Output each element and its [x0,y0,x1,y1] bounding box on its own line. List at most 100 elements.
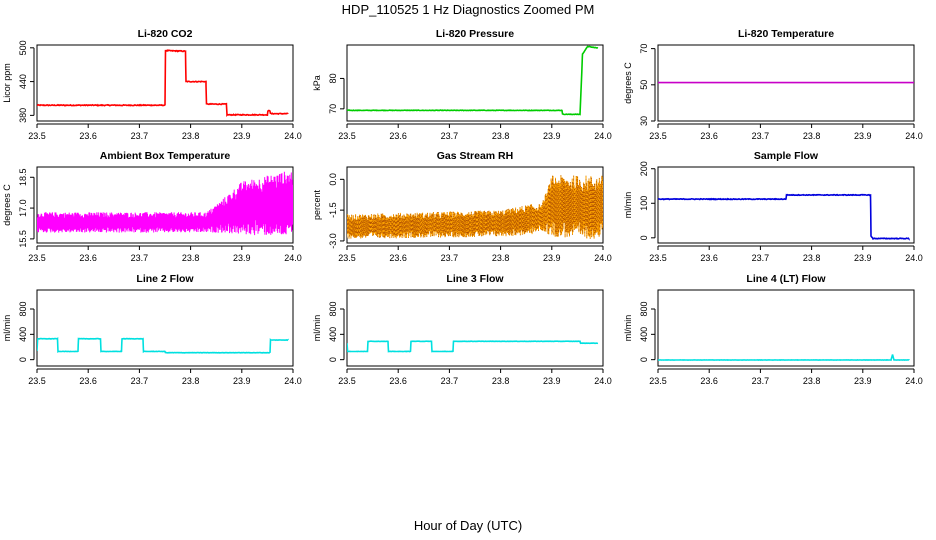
x-tick-label: 23.6 [389,253,407,263]
x-tick-label: 23.5 [28,253,46,263]
x-tick-label: 23.9 [854,131,872,141]
y-axis-label: degrees C [2,184,12,226]
y-tick-label: 800 [18,301,28,316]
x-tick-label: 23.6 [79,376,97,386]
x-tick-label: 23.6 [700,376,718,386]
x-tick-label: 23.9 [543,131,561,141]
y-tick-label: 0.0 [328,173,338,186]
x-tick-label: 23.5 [28,131,46,141]
y-tick-label: 0 [18,357,28,362]
panel-4: Ambient Box Temperature degrees C 23.5 23.6… [2,150,302,263]
x-tick-label: 24.0 [594,131,612,141]
x-tick-label: 23.8 [182,376,200,386]
x-tick-label: 23.7 [752,131,770,141]
x-tick-label: 23.9 [543,253,561,263]
y-tick-label: 400 [18,327,28,342]
y-tick-label: 400 [328,327,338,342]
panel-title: Line 2 Flow [136,273,194,285]
y-tick-label: 18.5 [18,169,28,187]
panel-title: Li-820 Pressure [436,28,514,40]
panel-3: Li-820 Temperature degrees C 23.5 23.6 23.7 2… [623,28,923,141]
panel-5: Gas Stream RH percent 23.5 23.6 23.7 23.8 23.9… [312,150,612,263]
y-axis-label: ml/min [623,192,633,219]
x-tick-label: 24.0 [284,253,302,263]
x-tick-label: 23.9 [233,253,251,263]
x-tick-label: 23.8 [182,131,200,141]
panel-title: Li-820 CO2 [138,28,193,40]
x-tick-label: 23.9 [543,376,561,386]
x-tick-label: 23.5 [28,376,46,386]
series-line [347,45,599,116]
y-tick-label: 0 [328,357,338,362]
x-tick-label: 23.7 [131,131,149,141]
x-tick-label: 23.7 [131,376,149,386]
x-tick-label: 23.8 [492,253,510,263]
y-tick-label: 100 [639,196,649,211]
y-tick-label: 17.0 [18,199,28,217]
x-tick-label: 23.7 [752,376,770,386]
plot-frame [346,44,604,122]
y-tick-label: 440 [18,74,28,89]
x-tick-label: 23.9 [854,253,872,263]
y-axis-label: percent [312,189,322,220]
series-line [658,354,910,362]
y-tick-label: 0 [639,235,649,240]
y-tick-label: 800 [328,301,338,316]
x-axis-label: Hour of Day (UTC) [413,518,523,533]
series-line [658,193,910,241]
panel-7: Line 2 Flow ml/min 23.5 23.6 23.7 23.8 23.9 24.… [2,273,302,386]
x-tick-label: 23.6 [79,253,97,263]
panel-title: Li-820 Temperature [738,28,834,40]
x-tick-label: 23.8 [803,253,821,263]
y-tick-label: 80 [328,73,338,83]
figure-title: HDP_110525 1 Hz Diagnostics Zoomed PM [341,2,595,17]
y-axis-label: kPa [312,75,322,91]
x-tick-label: 23.6 [389,131,407,141]
x-tick-label: 23.5 [338,131,356,141]
series-line [347,340,599,353]
x-tick-label: 24.0 [284,376,302,386]
y-tick-label: 70 [639,44,649,54]
panel-title: Ambient Box Temperature [100,150,231,162]
x-tick-label: 23.5 [649,253,667,263]
plot-frame [36,44,294,122]
x-tick-label: 23.5 [338,253,356,263]
series-band [37,171,293,236]
x-tick-label: 23.5 [338,376,356,386]
panel-2: Li-820 Pressure kPa 23.5 23.6 23.7 23.8 23.9 24… [312,28,612,141]
x-tick-label: 23.8 [803,376,821,386]
x-tick-label: 23.7 [131,253,149,263]
y-tick-label: 0 [639,357,649,362]
x-tick-label: 23.8 [182,253,200,263]
y-tick-label: 50 [639,80,649,90]
y-axis-label: Licor ppm [2,63,12,103]
panel-9: Line 4 (LT) Flow ml/min 23.5 23.6 23.7 23.8 23… [623,273,923,386]
series-band-dots [347,175,603,239]
panel-8: Line 3 Flow ml/min 23.5 23.6 23.7 23.8 23.9 24.… [312,273,612,386]
x-tick-label: 23.8 [492,376,510,386]
x-tick-label: 23.6 [700,131,718,141]
y-tick-label: 800 [639,301,649,316]
y-axis-label: ml/min [312,315,322,342]
x-tick-label: 23.7 [441,253,459,263]
panel-1: Li-820 CO2 Licor ppm 23.5 23.6 23.7 23.8 23.9 2… [2,28,302,141]
y-tick-label: 30 [639,116,649,126]
y-tick-label: 380 [18,108,28,123]
plot-frame [657,166,915,244]
plot-frame [36,289,294,367]
panel-6: Sample Flow ml/min 23.5 23.6 23.7 23.8 23.9 24.… [623,150,923,263]
y-tick-label: 500 [18,40,28,55]
x-tick-label: 24.0 [905,376,923,386]
x-tick-label: 23.9 [233,376,251,386]
plot-frame [346,289,604,367]
x-tick-label: 23.9 [233,131,251,141]
series-line [37,336,289,354]
y-axis-label: ml/min [2,315,12,342]
x-tick-label: 23.6 [79,131,97,141]
y-tick-label: 200 [639,161,649,176]
x-tick-label: 24.0 [284,131,302,141]
series-band [347,175,603,239]
y-axis-label: ml/min [623,315,633,342]
panel-title: Line 3 Flow [446,273,504,285]
